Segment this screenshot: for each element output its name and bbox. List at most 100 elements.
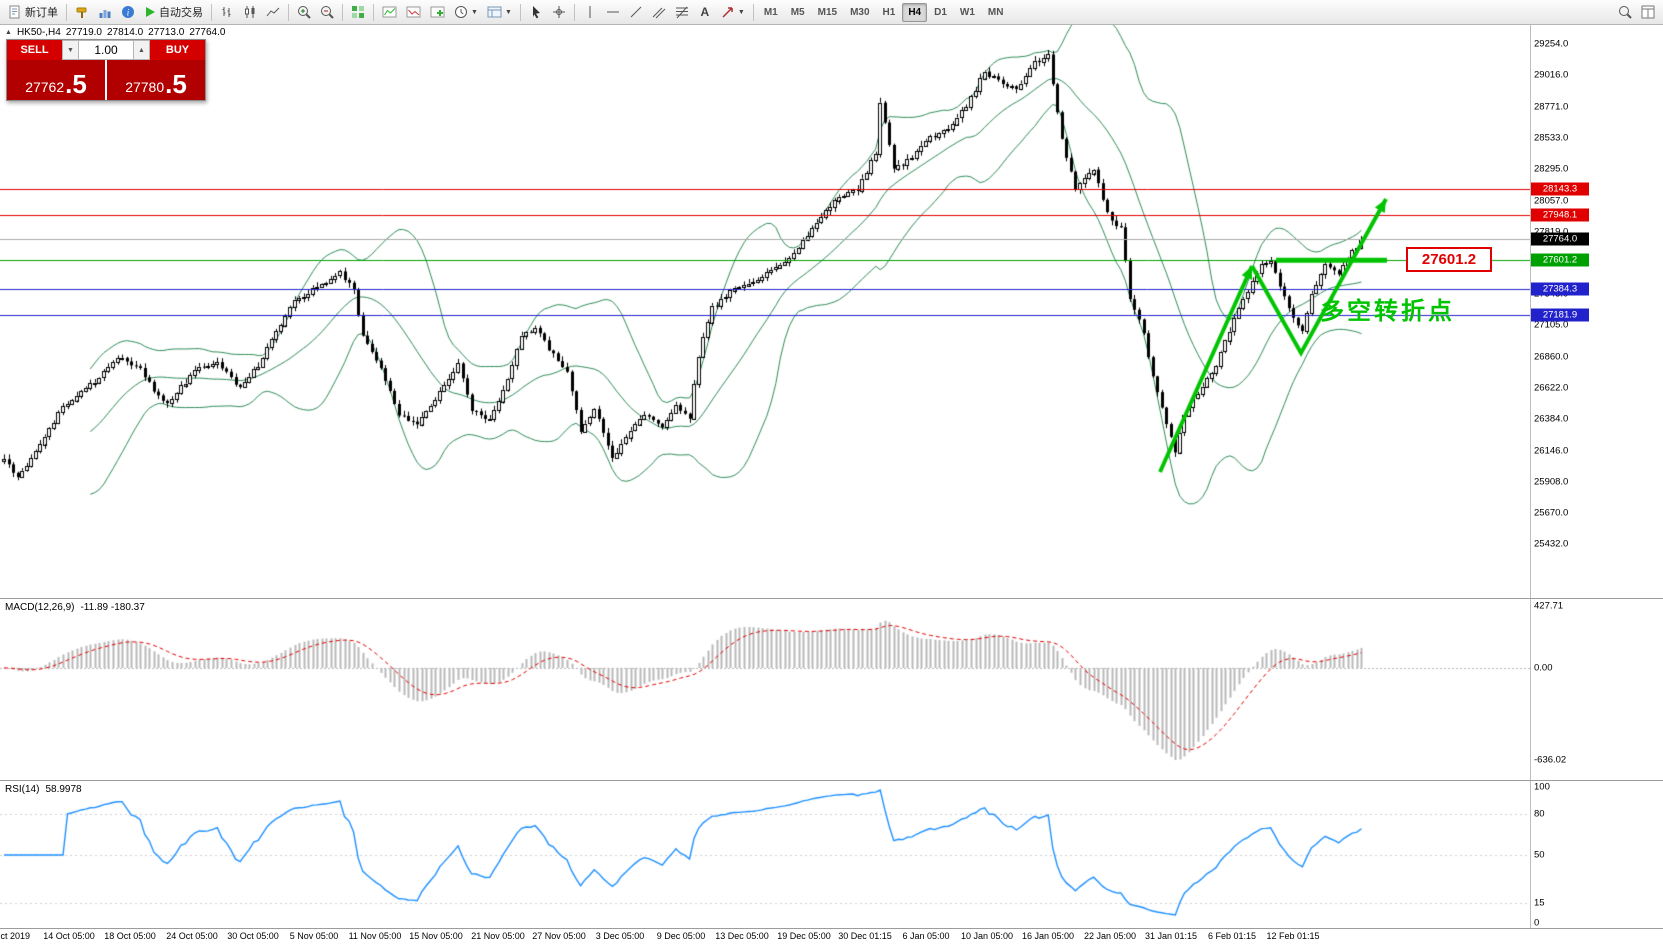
period-button[interactable]: ▼ — [450, 2, 482, 23]
bar-chart-mode-button[interactable] — [216, 2, 238, 23]
zoom-out-button[interactable] — [316, 2, 338, 23]
price-axis-label: 27105.0 — [1534, 319, 1569, 331]
zoom-in-button[interactable] — [293, 2, 315, 23]
arrows-tool-button[interactable]: ▼ — [717, 2, 749, 23]
sell-button[interactable]: SELL — [7, 40, 62, 60]
time-axis-label: 30 Dec 01:15 — [838, 931, 892, 941]
timeframe-m1-button[interactable]: M1 — [763, 6, 778, 18]
add-indicator-icon — [430, 5, 445, 19]
rsi-indicator-label: RSI(14) 58.9978 — [5, 784, 82, 795]
tile-windows-button[interactable] — [347, 2, 369, 23]
timeframe-h4-button[interactable]: H4 — [902, 2, 928, 22]
objects-list-button[interactable] — [402, 2, 425, 23]
time-axis-label: 6 Feb 01:15 — [1207, 931, 1257, 941]
time-axis-label: 15 Nov 05:00 — [409, 931, 463, 941]
timeframe-m15-button[interactable]: M15 — [817, 6, 838, 18]
rsi-name: RSI(14) — [5, 784, 40, 795]
macd-indicator-label: MACD(12,26,9) -11.89 -180.37 — [5, 602, 145, 613]
add-indicator-button[interactable] — [426, 2, 449, 23]
price-axis-label: 26860.0 — [1534, 351, 1569, 363]
symbol-timeframe-label: HK50-,H4 — [16, 27, 61, 38]
volume-input[interactable]: 1.00 — [79, 40, 133, 60]
fibonacci-tool-button[interactable] — [671, 2, 693, 23]
time-axis-label: 30 Oct 05:00 — [227, 931, 279, 941]
price-badge: 27384.3 — [1531, 282, 1589, 296]
buy-price-pips: .5 — [165, 68, 187, 99]
price-axis-label: 27819.0 — [1534, 227, 1568, 237]
fibonacci-icon — [675, 5, 689, 19]
rsi-axis-label: 80 — [1534, 808, 1545, 820]
timeframe-mn-button[interactable]: MN — [987, 6, 1004, 18]
price-badge: 27764.0 — [1531, 232, 1589, 246]
template-icon — [487, 5, 502, 19]
timeframe-w1-button[interactable]: W1 — [959, 6, 975, 18]
volume-decrease-button[interactable]: ▼ — [62, 40, 79, 60]
symbol-marker-icon: ▲ — [5, 29, 12, 36]
trendline-tool-button[interactable] — [625, 2, 647, 23]
time-axis-label: 19 Dec 05:00 — [777, 931, 831, 941]
price-axis-border — [1530, 25, 1531, 928]
new-order-label: 新订单 — [25, 7, 58, 19]
dropdown-caret-icon: ▼ — [737, 8, 745, 16]
new-order-button[interactable]: 新订单 — [4, 2, 62, 23]
cursor-tool-button[interactable] — [525, 2, 547, 23]
macd-name: MACD(12,26,9) — [5, 602, 75, 613]
price-axis-label: 28533.0 — [1534, 132, 1569, 144]
macd-axis-label: 427.71 — [1534, 600, 1564, 612]
chart-region: ▲ HK50-,H4 27719.0 27814.0 27713.0 27764… — [0, 25, 1663, 946]
volume-increase-button[interactable]: ▲ — [133, 40, 150, 60]
time-axis-label: 5 Nov 05:00 — [289, 931, 339, 941]
macd-axis-label: -636.02 — [1534, 754, 1567, 766]
timeframe-d1-button[interactable]: D1 — [934, 6, 947, 18]
cursor-icon — [529, 5, 543, 19]
time-axis-label: 27 Nov 05:00 — [532, 931, 586, 941]
crosshair-tool-button[interactable] — [548, 2, 570, 23]
toolbar-separator — [288, 3, 289, 21]
toolbar-separator — [519, 3, 521, 21]
text-tool-button[interactable]: A — [694, 2, 716, 23]
candlestick-mode-button[interactable] — [239, 2, 261, 23]
macd-axis-label: 0.00 — [1534, 662, 1553, 674]
autotrading-play-icon — [144, 6, 156, 18]
rsi-panel-canvas[interactable] — [0, 780, 1530, 928]
toolbar-separator — [752, 3, 754, 21]
channel-tool-button[interactable] — [648, 2, 670, 23]
dropdown-caret-icon: ▼ — [471, 8, 478, 16]
trendline-icon — [629, 5, 643, 19]
window-layout-button[interactable] — [1637, 2, 1659, 23]
horizontal-line-tool-button[interactable] — [602, 2, 624, 23]
timeframe-m5-button[interactable]: M5 — [790, 6, 805, 18]
price-chart-canvas[interactable] — [0, 25, 1530, 598]
buy-button[interactable]: BUY — [150, 40, 205, 60]
hammer-button[interactable] — [71, 2, 93, 23]
toolbar-separator — [342, 3, 343, 21]
line-chart-mode-button[interactable] — [262, 2, 284, 23]
toolbar-separator — [373, 3, 374, 21]
window-layout-icon — [1641, 5, 1655, 19]
price-axis-label: 25432.0 — [1534, 538, 1569, 550]
toolbar-separator — [66, 3, 67, 21]
buy-price-button[interactable]: 27780 .5 — [107, 60, 205, 100]
objects-list-icon — [406, 5, 421, 19]
horizontal-line-icon — [606, 7, 620, 17]
indicators-list-button[interactable] — [378, 2, 401, 23]
profile-button[interactable] — [94, 2, 116, 23]
line-chart-icon — [266, 5, 280, 19]
zoom-in-icon — [297, 5, 311, 19]
autotrading-button[interactable]: 自动交易 — [140, 2, 207, 23]
macd-values: -11.89 -180.37 — [80, 602, 145, 613]
timeframe-h1-button[interactable]: H1 — [882, 6, 896, 18]
search-button[interactable] — [1614, 2, 1636, 23]
toolbar-separator — [211, 3, 212, 21]
help-button[interactable]: i — [117, 2, 139, 23]
time-axis-label: 31 Jan 01:15 — [1144, 931, 1198, 941]
time-axis-label: 18 Oct 05:00 — [104, 931, 156, 941]
macd-panel-canvas[interactable] — [0, 598, 1530, 780]
timeframe-m30-button[interactable]: M30 — [850, 6, 870, 18]
vertical-line-tool-button[interactable] — [579, 2, 601, 23]
sell-price-button[interactable]: 27762 .5 — [7, 60, 105, 100]
time-axis-label: 6 Jan 05:00 — [902, 931, 950, 941]
toolbar-separator — [573, 3, 575, 21]
template-button[interactable]: ▼ — [483, 2, 516, 23]
time-axis-label: 21 Nov 05:00 — [471, 931, 525, 941]
